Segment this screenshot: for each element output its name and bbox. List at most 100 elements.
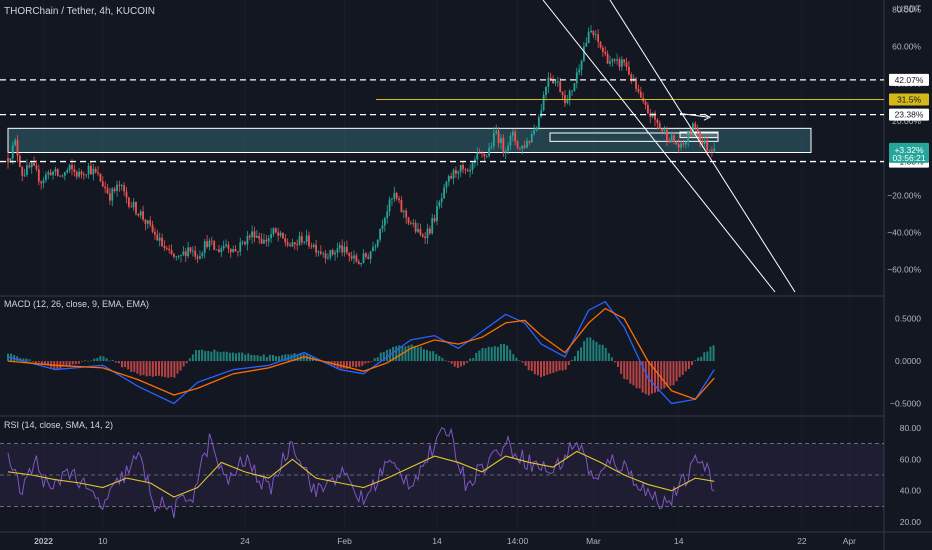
candle-body <box>379 228 381 240</box>
candle-body <box>398 198 400 201</box>
macd-histogram-bar <box>601 344 604 362</box>
candle-body <box>298 236 301 245</box>
candle-body <box>30 162 33 168</box>
price-axis[interactable]: 60.00%40.00%20.00%−20.00%−40.00%−60.00%8… <box>887 4 929 527</box>
macd-histogram-bar <box>247 353 250 362</box>
macd-histogram-bar <box>179 361 182 371</box>
candle-body <box>590 30 592 33</box>
candle-body <box>111 188 114 201</box>
candle-body <box>616 59 618 61</box>
candle-body <box>26 165 28 175</box>
candle-body <box>45 174 47 181</box>
macd-histogram-bar <box>404 346 407 362</box>
macd-histogram-bar <box>533 361 536 375</box>
candle-body <box>244 241 246 245</box>
candle-body <box>677 144 680 148</box>
support-zone-box[interactable] <box>7 127 812 154</box>
candle-body <box>367 256 370 259</box>
candle-body <box>331 250 334 255</box>
candle-body <box>282 232 284 239</box>
macd-histogram-bar <box>558 361 561 371</box>
macd-histogram-bar <box>435 353 438 362</box>
candle-body <box>391 198 393 200</box>
macd-histogram-bar <box>583 341 586 362</box>
macd-histogram-bar <box>487 346 490 362</box>
macd-histogram-bar <box>589 337 592 362</box>
horizontal-levels[interactable] <box>0 79 884 163</box>
candle-body <box>203 241 206 253</box>
support-zone[interactable] <box>7 127 812 154</box>
macd-histogram-bar <box>509 349 512 362</box>
candle-body <box>258 235 261 239</box>
candle-body <box>601 47 604 52</box>
macd-histogram-bar <box>40 361 43 365</box>
candle-body <box>376 239 379 247</box>
arrow-line[interactable] <box>679 112 709 118</box>
macd-histogram-bar <box>607 353 610 362</box>
candle-body <box>457 171 460 174</box>
price-tick-label: −60.00% <box>887 265 921 275</box>
macd-histogram-bar <box>512 354 515 362</box>
candle-body <box>220 248 223 253</box>
candle-body <box>412 222 415 224</box>
candle-body <box>414 222 417 232</box>
last-price-badge[interactable] <box>889 142 929 163</box>
candle-body <box>504 151 507 153</box>
candle-body <box>21 166 24 176</box>
macd-histogram-bar <box>623 361 626 380</box>
trend-line[interactable] <box>609 0 796 293</box>
candle-body <box>291 242 294 247</box>
macd-histogram-bar <box>117 361 120 364</box>
candle-body <box>56 168 59 176</box>
macd-histogram-bar <box>157 361 160 376</box>
level-badge[interactable] <box>889 73 929 86</box>
macd-histogram-bar <box>182 361 185 367</box>
macd-histogram-bar <box>145 361 148 377</box>
candle-body <box>284 238 287 243</box>
candle-body <box>526 140 528 148</box>
level-badge[interactable] <box>889 108 929 121</box>
macd-histogram-bar <box>694 360 697 362</box>
candle-body <box>225 244 227 246</box>
macd-histogram-bar <box>84 360 87 362</box>
macd-histogram-bar <box>697 357 700 362</box>
candle-body <box>687 130 690 143</box>
candle-body <box>639 91 642 98</box>
candle-body <box>348 252 351 257</box>
trend-line[interactable] <box>542 0 776 293</box>
macd-histogram-bar <box>469 358 472 362</box>
candle-body <box>713 148 716 152</box>
macd-histogram-bar <box>370 361 373 362</box>
macd-histogram-bar <box>207 350 210 362</box>
candle-body <box>696 127 699 132</box>
macd-histogram-bar <box>620 361 623 374</box>
consolidation-box-small[interactable] <box>679 131 719 139</box>
rsi-tick-label: 20.00 <box>900 517 922 527</box>
candle-body <box>654 112 656 120</box>
macd-histogram-bar <box>43 361 46 366</box>
candle-body <box>146 220 149 224</box>
candle-body <box>18 155 21 167</box>
macd-histogram-bar <box>65 361 68 367</box>
macd-histogram-bar <box>407 345 410 362</box>
macd-histogram-bar <box>176 361 179 374</box>
candle-body <box>459 164 462 172</box>
candle-body <box>127 197 130 207</box>
macd-histogram-bar <box>201 349 204 362</box>
macd-tick-label: 0.0000 <box>895 356 921 366</box>
candle-body <box>130 206 133 208</box>
macd-histogram-bar <box>154 361 157 377</box>
candle-body <box>594 34 597 36</box>
candle-body <box>310 246 313 247</box>
last-price-value: +3.32% <box>894 145 924 155</box>
macd-histogram-bar <box>96 357 99 362</box>
macd-histogram-bar <box>650 361 653 394</box>
trend-lines[interactable] <box>542 0 796 293</box>
candle-body <box>9 158 12 163</box>
macd-histogram-bar <box>573 356 576 362</box>
candle-body <box>215 249 218 251</box>
candle-body <box>490 146 493 148</box>
yellow-level-badge[interactable] <box>889 93 929 106</box>
